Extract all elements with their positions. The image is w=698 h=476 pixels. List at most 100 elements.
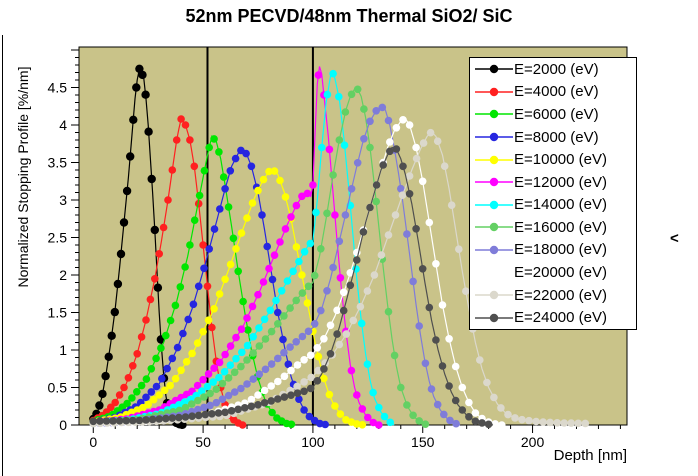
x-tick-label: 150	[411, 434, 435, 450]
series-marker-e14000	[238, 348, 246, 357]
series-marker-e18000	[249, 375, 257, 383]
series-marker-e2000	[95, 401, 104, 410]
series-marker-e8000	[258, 211, 266, 219]
series-marker-e4000	[111, 398, 119, 407]
legend-item-e14000[interactable]: E=14000 (eV)	[470, 193, 636, 216]
series-marker-e4000	[107, 403, 115, 412]
series-marker-e14000	[175, 401, 183, 409]
series-marker-e2000	[126, 152, 135, 161]
series-marker-e6000	[215, 148, 223, 156]
series-marker-e16000	[206, 389, 214, 398]
series-marker-e14000	[335, 92, 343, 101]
series-marker-e24000	[227, 407, 236, 415]
series-marker-e20000	[498, 421, 506, 429]
series-marker-e10000	[265, 167, 273, 176]
legend-item-e24000[interactable]: E=24000 (eV)	[470, 306, 636, 329]
series-marker-e16000	[224, 374, 233, 382]
legend-item-e18000[interactable]: E=18000 (eV)	[470, 239, 636, 262]
series-marker-e24000	[148, 415, 157, 424]
series-marker-e18000	[243, 380, 251, 388]
series-marker-e8000	[147, 388, 156, 396]
series-marker-e14000	[198, 387, 206, 395]
legend-item-e4000[interactable]: E=4000 (eV)	[470, 81, 636, 104]
series-marker-e22000	[497, 404, 505, 412]
legend[interactable]: E=2000 (eV) E=4000 (eV) E=6000 (eV) E=8000 …	[469, 57, 637, 330]
series-marker-e14000	[277, 287, 286, 295]
series-marker-e22000	[433, 137, 442, 145]
legend-item-e20000[interactable]: E=20000 (eV)	[470, 261, 636, 284]
series-marker-e22000	[546, 418, 554, 427]
series-marker-e24000	[484, 420, 493, 429]
series-marker-e20000	[392, 124, 401, 132]
series-marker-e8000	[242, 149, 250, 158]
series-marker-e22000	[462, 287, 470, 296]
legend-item-e12000[interactable]: E=12000 (eV)	[470, 171, 636, 194]
legend-item-e6000[interactable]: E=6000 (eV)	[470, 103, 636, 126]
legend-item-e16000[interactable]: E=16000 (eV)	[470, 216, 636, 239]
series-marker-e20000	[405, 121, 414, 129]
series-marker-e22000	[525, 416, 533, 425]
series-marker-e10000	[237, 229, 246, 237]
series-marker-e22000	[412, 154, 421, 163]
series-marker-e14000	[323, 90, 332, 99]
series-marker-e8000	[205, 245, 213, 253]
series-marker-e24000	[135, 416, 144, 425]
legend-label: E=24000 (eV)	[514, 309, 607, 327]
legend-marker-icon	[475, 313, 513, 322]
series-marker-e24000	[175, 413, 183, 422]
series-marker-e10000	[144, 400, 152, 409]
series-marker-e14000	[255, 324, 263, 332]
series-marker-e22000	[511, 414, 519, 422]
series-marker-e24000	[181, 413, 190, 421]
legend-label: E=18000 (eV)	[514, 241, 607, 259]
x-tick-label: 0	[89, 434, 97, 450]
series-marker-e14000	[220, 367, 229, 376]
series-marker-e20000	[306, 351, 315, 360]
legend-label: E=8000 (eV)	[514, 128, 599, 146]
series-marker-e24000	[339, 306, 348, 315]
series-marker-e24000	[458, 406, 467, 414]
series-marker-e24000	[300, 387, 308, 396]
series-marker-e10000	[331, 402, 339, 410]
legend-item-e2000[interactable]: E=2000 (eV)	[470, 58, 636, 81]
series-marker-e16000	[310, 271, 319, 280]
series-marker-e6000	[123, 399, 131, 408]
series-marker-e6000	[287, 420, 296, 429]
series-marker-e24000	[115, 417, 124, 425]
series-marker-e24000	[201, 410, 210, 419]
series-marker-e14000	[289, 267, 297, 276]
series-marker-e10000	[160, 386, 169, 395]
series-marker-e10000	[204, 316, 213, 325]
series-marker-e6000	[195, 191, 204, 200]
series-marker-e24000	[188, 412, 196, 421]
series-marker-e16000	[329, 171, 337, 179]
series-marker-e20000	[254, 391, 262, 399]
legend-item-e8000[interactable]: E=8000 (eV)	[470, 126, 636, 149]
series-marker-e20000	[465, 398, 473, 407]
legend-item-e22000[interactable]: E=22000 (eV)	[470, 284, 636, 307]
series-marker-e12000	[254, 290, 262, 299]
series-marker-e18000	[267, 360, 276, 368]
series-marker-e8000	[173, 343, 182, 352]
series-marker-e12000	[347, 366, 356, 375]
series-marker-e22000	[490, 393, 498, 402]
series-marker-e16000	[421, 420, 430, 429]
series-marker-e14000	[340, 141, 349, 149]
series-marker-e12000	[248, 302, 257, 311]
series-marker-e12000	[353, 391, 361, 399]
series-marker-e6000	[268, 408, 276, 417]
series-marker-e4000	[124, 374, 133, 382]
series-marker-e4000	[208, 323, 216, 332]
series-marker-e8000	[189, 300, 198, 309]
series-marker-e14000	[203, 382, 212, 391]
series-marker-e24000	[379, 161, 388, 169]
series-marker-e12000	[199, 375, 207, 384]
series-marker-e6000	[142, 375, 151, 383]
series-marker-e4000	[133, 350, 141, 358]
series-marker-e10000	[149, 395, 158, 404]
series-marker-e10000	[155, 391, 163, 399]
legend-item-e10000[interactable]: E=10000 (eV)	[470, 148, 636, 171]
x-axis-title: Depth [nm]	[553, 447, 627, 464]
series-marker-e12000	[287, 213, 295, 221]
